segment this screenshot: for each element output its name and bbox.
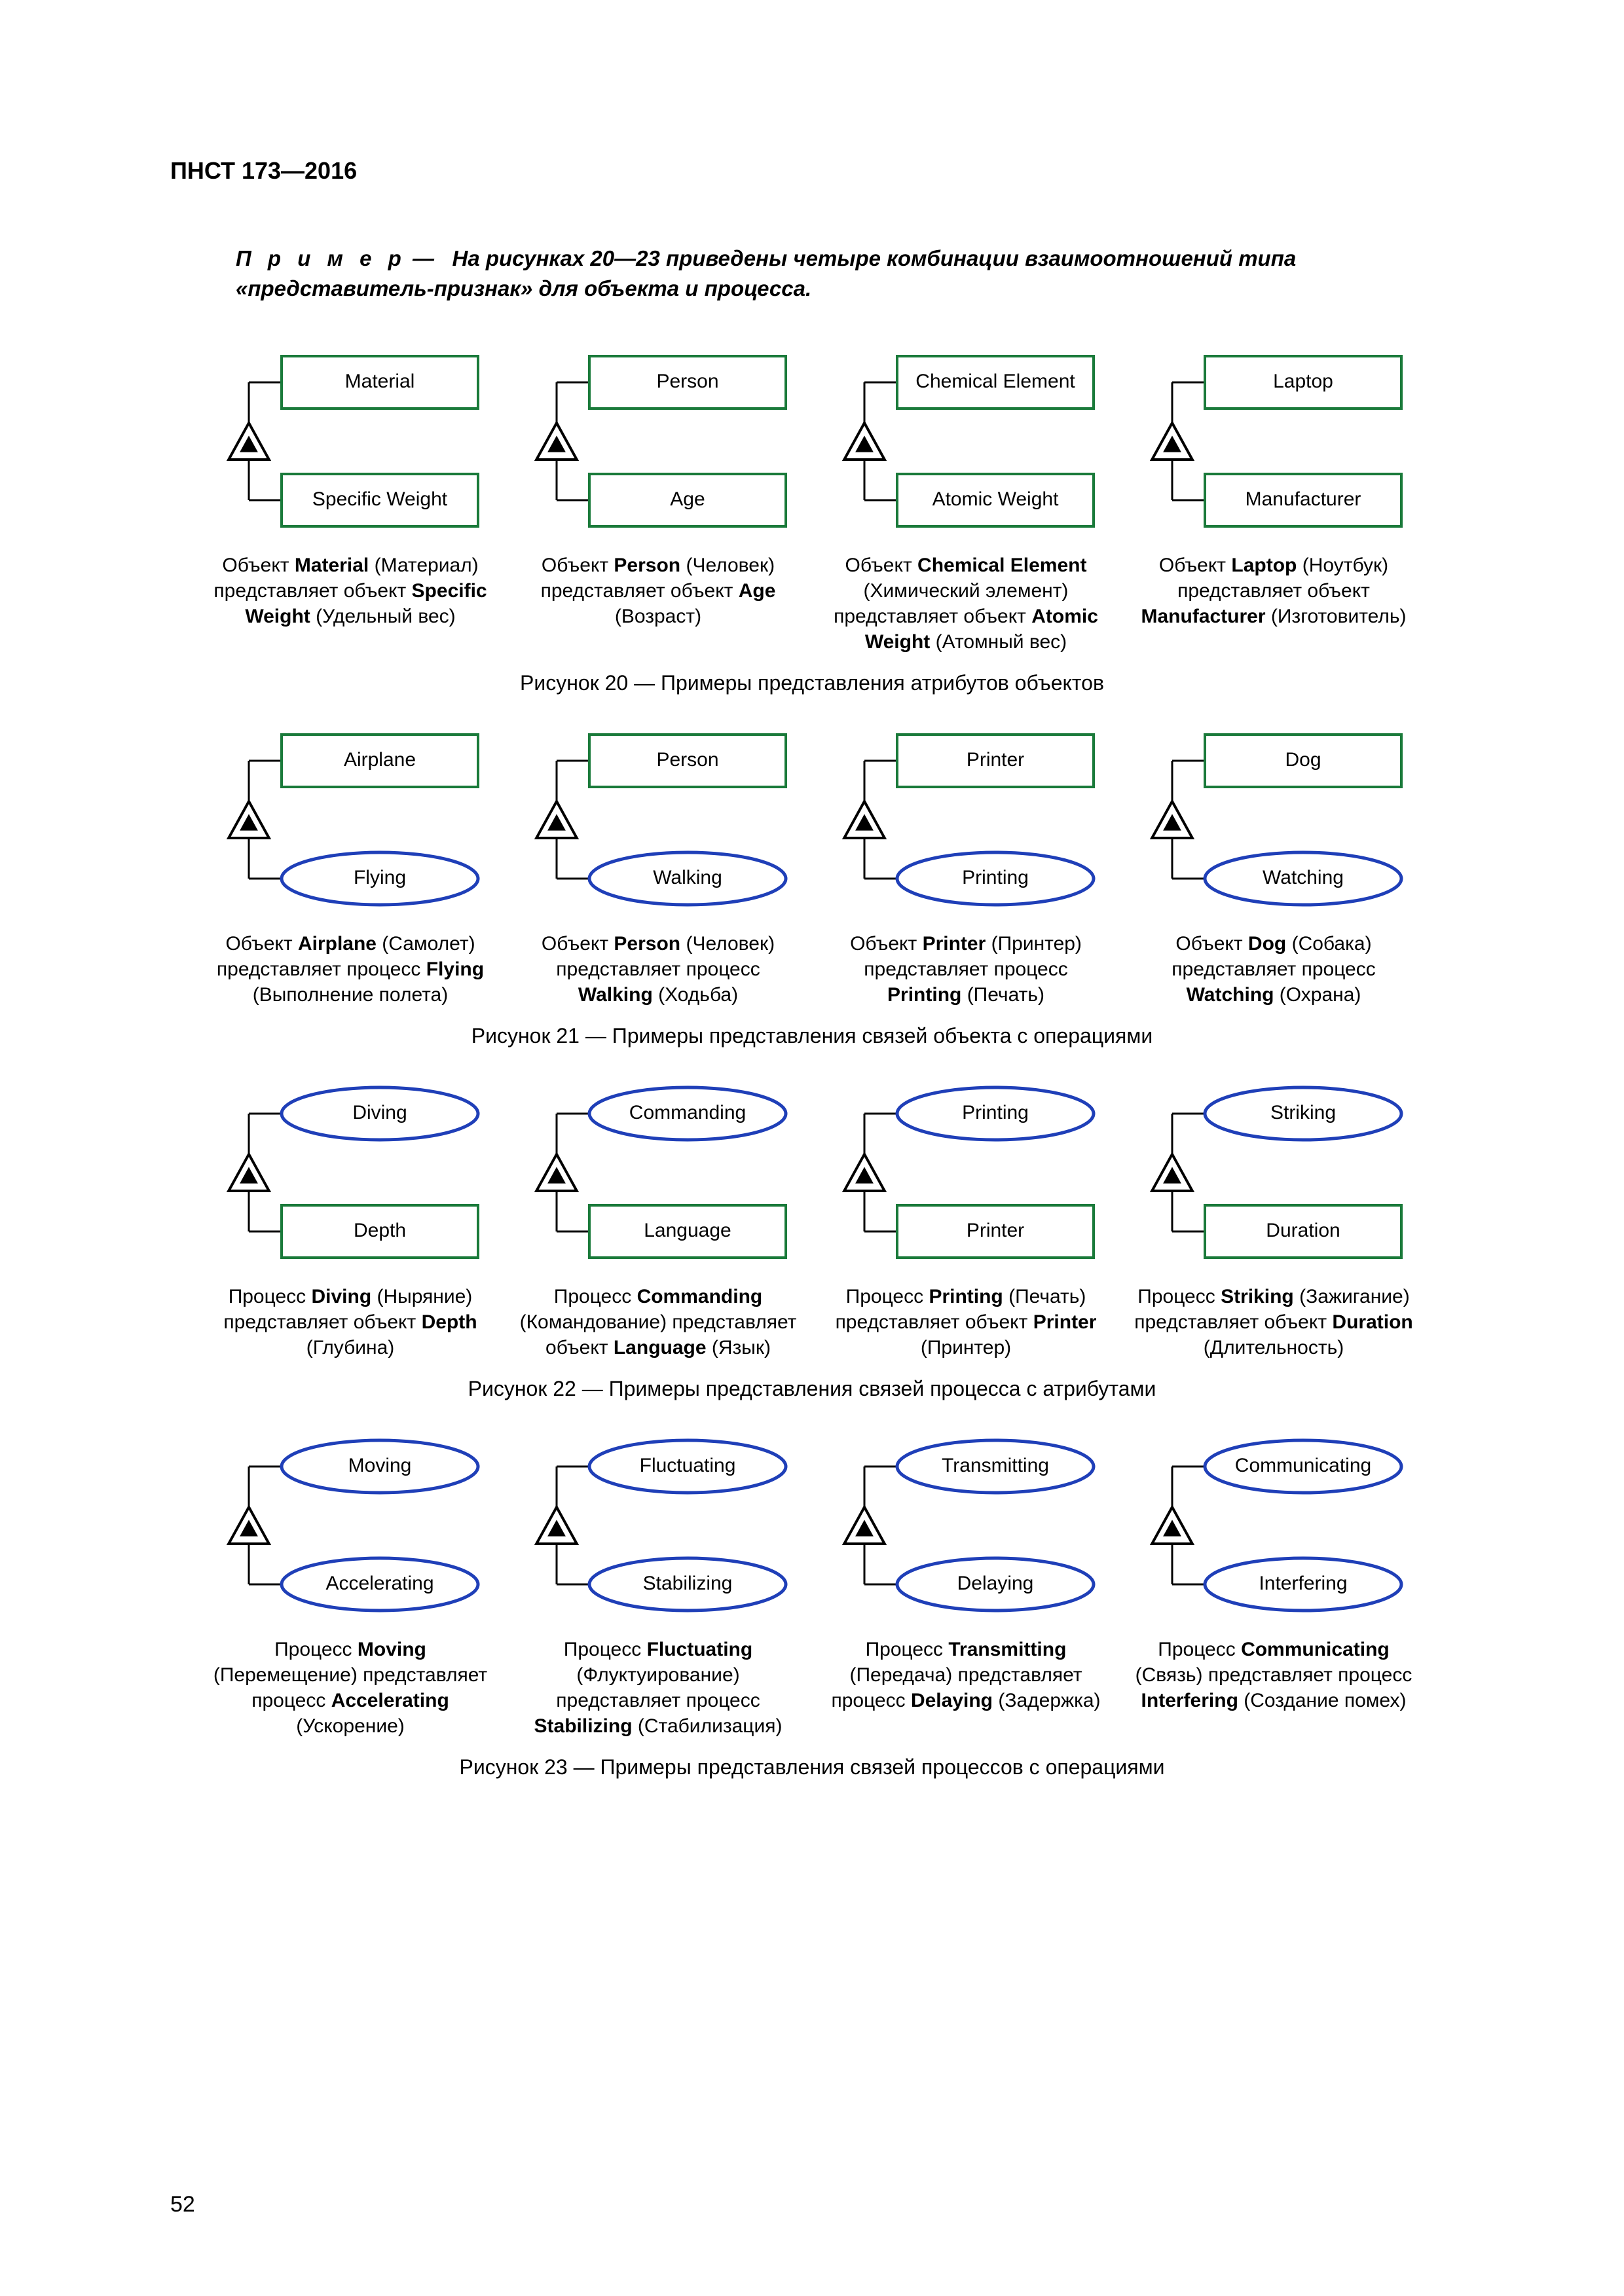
figure-block: Airplane Flying Person Walking Printer P… bbox=[170, 721, 1454, 1048]
diagram-caption: Процесс Commanding (Командование) предст… bbox=[517, 1284, 799, 1360]
svg-text:Language: Language bbox=[644, 1220, 731, 1241]
figure-block: Diving Depth Commanding Language Printin… bbox=[170, 1074, 1454, 1401]
svg-text:Atomic Weight: Atomic Weight bbox=[932, 488, 1060, 510]
diagram-row: Material Specific Weight Person Age Chem… bbox=[170, 343, 1454, 539]
caption-row: Процесс Moving (Перемещение) представляе… bbox=[170, 1637, 1454, 1739]
diagram-caption: Объект Printer (Принтер) представляет пр… bbox=[825, 931, 1107, 1008]
svg-text:Accelerating: Accelerating bbox=[325, 1573, 434, 1594]
svg-text:Diving: Diving bbox=[352, 1102, 407, 1123]
figure-block: Moving Accelerating Fluctuating Stabiliz… bbox=[170, 1427, 1454, 1779]
svg-text:Interfering: Interfering bbox=[1259, 1573, 1347, 1594]
diagram-caption: Процесс Fluctuating (Флуктуирование) пре… bbox=[517, 1637, 799, 1739]
diagram-unit: Dog Watching bbox=[1133, 721, 1414, 918]
diagram-unit: Chemical Element Atomic Weight bbox=[825, 343, 1107, 539]
diagram-unit: Transmitting Delaying bbox=[825, 1427, 1107, 1624]
diagram-unit: Airplane Flying bbox=[210, 721, 491, 918]
example-paragraph: П р и м е р — На рисунках 20—23 приведен… bbox=[170, 244, 1454, 304]
diagram-caption: Объект Material (Материал) представляет … bbox=[210, 553, 491, 655]
diagram-unit: Person Age bbox=[517, 343, 799, 539]
svg-text:Printing: Printing bbox=[962, 867, 1029, 888]
svg-text:Age: Age bbox=[670, 488, 705, 510]
svg-text:Commanding: Commanding bbox=[629, 1102, 746, 1123]
svg-text:Specific Weight: Specific Weight bbox=[312, 488, 448, 510]
diagram-caption: Процесс Printing (Печать) представляет о… bbox=[825, 1284, 1107, 1360]
diagram-caption: Процесс Striking (Зажигание) представляе… bbox=[1133, 1284, 1414, 1360]
figure-title: Рисунок 20 — Примеры представления атриб… bbox=[170, 671, 1454, 695]
diagram-unit: Printer Printing bbox=[825, 721, 1107, 918]
diagram-unit: Commanding Language bbox=[517, 1074, 799, 1271]
figure-block: Material Specific Weight Person Age Chem… bbox=[170, 343, 1454, 695]
svg-text:Fluctuating: Fluctuating bbox=[640, 1455, 736, 1476]
example-lead: П р и м е р bbox=[236, 246, 407, 270]
diagram-row: Moving Accelerating Fluctuating Stabiliz… bbox=[170, 1427, 1454, 1624]
svg-text:Flying: Flying bbox=[354, 867, 406, 888]
svg-text:Delaying: Delaying bbox=[957, 1573, 1034, 1594]
diagram-unit: Person Walking bbox=[517, 721, 799, 918]
diagram-caption: Объект Laptop (Ноутбук) представляет объ… bbox=[1133, 553, 1414, 655]
diagram-unit: Striking Duration bbox=[1133, 1074, 1414, 1271]
svg-text:Depth: Depth bbox=[354, 1220, 406, 1241]
svg-text:Watching: Watching bbox=[1263, 867, 1344, 888]
svg-text:Stabilizing: Stabilizing bbox=[643, 1573, 733, 1594]
svg-text:Walking: Walking bbox=[653, 867, 722, 888]
diagram-unit: Communicating Interfering bbox=[1133, 1427, 1414, 1624]
svg-text:Duration: Duration bbox=[1266, 1220, 1340, 1241]
diagram-caption: Процесс Diving (Ныряние) представляет об… bbox=[210, 1284, 491, 1360]
diagram-unit: Diving Depth bbox=[210, 1074, 491, 1271]
svg-text:Person: Person bbox=[656, 371, 718, 392]
diagram-unit: Moving Accelerating bbox=[210, 1427, 491, 1624]
svg-text:Printing: Printing bbox=[962, 1102, 1029, 1123]
diagram-caption: Процесс Moving (Перемещение) представляе… bbox=[210, 1637, 491, 1739]
diagram-row: Airplane Flying Person Walking Printer P… bbox=[170, 721, 1454, 918]
diagram-unit: Printing Printer bbox=[825, 1074, 1107, 1271]
diagram-unit: Laptop Manufacturer bbox=[1133, 343, 1414, 539]
svg-text:Striking: Striking bbox=[1270, 1102, 1336, 1123]
caption-row: Процесс Diving (Ныряние) представляет об… bbox=[170, 1284, 1454, 1360]
figure-title: Рисунок 22 — Примеры представления связе… bbox=[170, 1377, 1454, 1401]
svg-text:Manufacturer: Manufacturer bbox=[1246, 488, 1361, 510]
svg-text:Printer: Printer bbox=[967, 1220, 1024, 1241]
diagram-caption: Процесс Transmitting (Передача) представ… bbox=[825, 1637, 1107, 1739]
doc-header: ПНСТ 173—2016 bbox=[170, 157, 1454, 185]
diagram-caption: Объект Airplane (Самолет) представляет п… bbox=[210, 931, 491, 1008]
diagram-caption: Объект Chemical Element (Химический элем… bbox=[825, 553, 1107, 655]
svg-text:Transmitting: Transmitting bbox=[942, 1455, 1049, 1476]
svg-text:Moving: Moving bbox=[348, 1455, 412, 1476]
diagram-caption: Объект Person (Человек) представляет объ… bbox=[517, 553, 799, 655]
diagram-unit: Material Specific Weight bbox=[210, 343, 491, 539]
diagram-row: Diving Depth Commanding Language Printin… bbox=[170, 1074, 1454, 1271]
svg-text:Communicating: Communicating bbox=[1235, 1455, 1371, 1476]
page-number: 52 bbox=[170, 2192, 195, 2217]
svg-text:Laptop: Laptop bbox=[1273, 371, 1333, 392]
svg-text:Material: Material bbox=[345, 371, 415, 392]
diagram-unit: Fluctuating Stabilizing bbox=[517, 1427, 799, 1624]
diagram-caption: Объект Dog (Собака) представляет процесс… bbox=[1133, 931, 1414, 1008]
caption-row: Объект Material (Материал) представляет … bbox=[170, 553, 1454, 655]
svg-text:Printer: Printer bbox=[967, 749, 1024, 771]
diagram-caption: Процесс Communicating (Связь) представля… bbox=[1133, 1637, 1414, 1739]
svg-text:Chemical Element: Chemical Element bbox=[915, 371, 1075, 392]
caption-row: Объект Airplane (Самолет) представляет п… bbox=[170, 931, 1454, 1008]
svg-text:Dog: Dog bbox=[1285, 749, 1321, 771]
diagram-caption: Объект Person (Человек) представляет про… bbox=[517, 931, 799, 1008]
svg-text:Airplane: Airplane bbox=[344, 749, 416, 771]
figure-title: Рисунок 23 — Примеры представления связе… bbox=[170, 1755, 1454, 1779]
figure-title: Рисунок 21 — Примеры представления связе… bbox=[170, 1024, 1454, 1048]
svg-text:Person: Person bbox=[656, 749, 718, 771]
